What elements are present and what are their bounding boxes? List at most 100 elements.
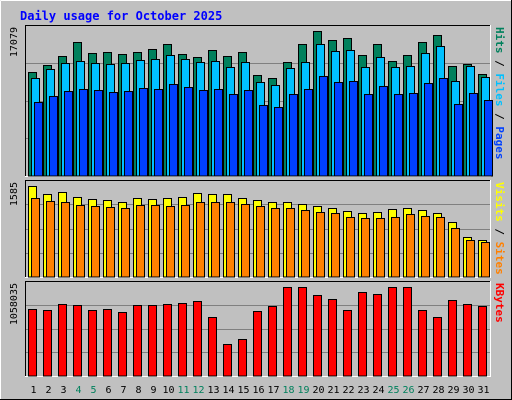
bar-pages xyxy=(364,94,373,177)
bar-pages xyxy=(259,105,268,177)
bar-pages xyxy=(64,91,73,177)
panel-legend-label: Hits / Files / Pages xyxy=(493,27,506,160)
bar-sites xyxy=(151,205,160,278)
bar-pages xyxy=(94,90,103,177)
legend-segment: Sites xyxy=(493,242,506,275)
bar-kbytes xyxy=(358,292,367,377)
x-tick-label: 6 xyxy=(105,385,111,396)
bar-pages xyxy=(274,107,283,177)
bar-kbytes xyxy=(163,304,172,377)
bar-sites xyxy=(451,228,460,278)
bar-pages xyxy=(424,83,433,177)
chart-title: Daily usage for October 2025 xyxy=(20,9,222,23)
bar-sites xyxy=(256,206,265,278)
bar-sites xyxy=(301,210,310,278)
bar-kbytes xyxy=(118,312,127,377)
x-tick-label: 16 xyxy=(252,385,264,396)
x-tick-label: 1 xyxy=(30,385,36,396)
x-tick-label: 10 xyxy=(162,385,174,396)
panel-hits-files-pages: 17079 Hits / Files / Pages xyxy=(9,25,506,177)
bar-kbytes xyxy=(178,303,187,377)
x-tick-label: 9 xyxy=(150,385,156,396)
bar-sites xyxy=(226,202,235,278)
bar-sites xyxy=(166,206,175,278)
bar-kbytes xyxy=(43,310,52,377)
bar-sites xyxy=(361,218,370,278)
bar-kbytes xyxy=(478,306,487,377)
bar-kbytes xyxy=(133,305,142,377)
bar-sites xyxy=(346,217,355,278)
bar-kbytes xyxy=(103,309,112,377)
bar-pages xyxy=(394,94,403,177)
x-tick-label: 8 xyxy=(135,385,141,396)
bar-kbytes xyxy=(343,310,352,377)
bar-sites xyxy=(196,202,205,278)
x-tick-label: 4 xyxy=(75,385,81,396)
bar-pages xyxy=(319,76,328,177)
legend-segment: / xyxy=(493,222,506,242)
bar-kbytes xyxy=(418,310,427,377)
x-tick-label: 27 xyxy=(417,385,429,396)
bar-kbytes xyxy=(58,304,67,377)
bar-sites xyxy=(76,205,85,278)
x-tick-label: 21 xyxy=(327,385,339,396)
bar-sites xyxy=(106,207,115,278)
bar-sites xyxy=(31,198,40,278)
x-tick-label: 14 xyxy=(222,385,234,396)
bar-sites xyxy=(406,214,415,278)
x-tick-label: 13 xyxy=(207,385,219,396)
x-tick-label: 22 xyxy=(342,385,354,396)
bar-sites xyxy=(46,201,55,278)
series-sites xyxy=(31,198,490,278)
bar-sites xyxy=(316,212,325,278)
bar-sites xyxy=(391,217,400,278)
x-tick-label: 30 xyxy=(462,385,474,396)
x-tick-label: 2 xyxy=(45,385,51,396)
chart-panels: 17079 Hits / Files / Pages 1585 Visits / Si… xyxy=(9,25,506,377)
bar-kbytes xyxy=(388,287,397,377)
panel-max-label: 17079 xyxy=(9,27,20,57)
legend-segment: KBytes xyxy=(493,283,506,323)
bar-sites xyxy=(136,205,145,278)
bar-pages xyxy=(454,104,463,177)
bar-sites xyxy=(286,208,295,278)
x-tick-label: 29 xyxy=(447,385,459,396)
bar-pages xyxy=(484,100,493,177)
x-tick-label: 23 xyxy=(357,385,369,396)
bar-kbytes xyxy=(298,287,307,377)
bar-sites xyxy=(271,208,280,278)
bar-pages xyxy=(49,96,58,177)
x-tick-label: 20 xyxy=(312,385,324,396)
legend-segment: Hits xyxy=(493,27,506,54)
bar-sites xyxy=(61,202,70,278)
bar-pages xyxy=(229,94,238,177)
bar-pages xyxy=(109,92,118,177)
series-pages xyxy=(34,76,493,177)
series-kbytes xyxy=(28,287,487,377)
legend-segment: Visits xyxy=(493,182,506,222)
bar-pages xyxy=(379,86,388,177)
bar-sites xyxy=(436,217,445,278)
x-tick-label: 18 xyxy=(282,385,294,396)
panel-legend-label: KBytes xyxy=(493,283,506,323)
bar-kbytes xyxy=(88,310,97,377)
bar-kbytes xyxy=(193,301,202,377)
bar-kbytes xyxy=(208,317,217,377)
bar-sites xyxy=(121,208,130,278)
x-tick-label: 25 xyxy=(387,385,399,396)
bar-sites xyxy=(421,216,430,278)
bar-kbytes xyxy=(433,317,442,377)
bar-pages xyxy=(214,89,223,177)
x-tick-label: 26 xyxy=(402,385,414,396)
bar-pages xyxy=(289,94,298,177)
bar-kbytes xyxy=(463,304,472,377)
bar-sites xyxy=(181,205,190,278)
panel-kbytes: 1058035 KBytes xyxy=(9,281,506,377)
panel-visits-sites: 1585 Visits / Sites xyxy=(9,180,506,278)
bar-sites xyxy=(376,218,385,278)
bar-kbytes xyxy=(328,299,337,377)
legend-segment: Files xyxy=(493,73,506,106)
bar-kbytes xyxy=(268,306,277,377)
bar-pages xyxy=(34,102,43,177)
bar-kbytes xyxy=(373,294,382,377)
